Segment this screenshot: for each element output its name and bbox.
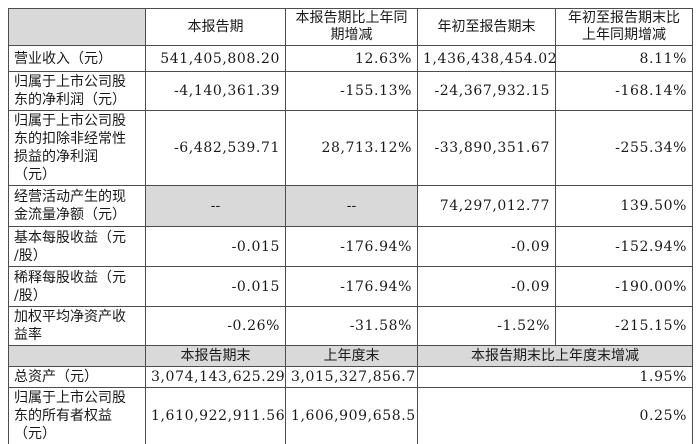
cell-value: -0.26% <box>145 306 286 346</box>
cell-value: -215.15% <box>555 306 693 346</box>
row-label-operating-cash-flow: 经营活动产生的现 金流量净额（元） <box>8 185 146 227</box>
row-owners-equity: 归属于上市公司股 东的所有者权益 （元） 1,610,922,911.56 1,… <box>8 387 693 444</box>
col-header-current-period: 本报告期 <box>145 8 286 46</box>
row-net-profit: 归属于上市公司股 东的净利润（元） -4,140,361.39 -155.13%… <box>8 71 693 111</box>
cell-value: -6,482,539.71 <box>145 110 286 186</box>
cell-value: -31.58% <box>285 306 418 346</box>
row-basic-eps: 基本每股收益（元 /股） -0.015 -176.94% -0.09 -152.… <box>8 226 693 267</box>
cell-value: 541,405,808.20 <box>145 45 286 72</box>
cell-value: 12.63% <box>285 45 418 72</box>
cell-value: -0.015 <box>145 226 286 267</box>
financial-summary-table: 本报告期 本报告期比上年同 期增减 年初至报告期末 年初至报告期末比 上年同期增… <box>8 8 693 444</box>
row-label-total-assets: 总资产（元） <box>8 366 146 388</box>
row-label-owners-equity: 归属于上市公司股 东的所有者权益 （元） <box>8 387 146 444</box>
cell-value: -4,140,361.39 <box>145 71 286 111</box>
row-label-weighted-avg-roe: 加权平均净资产收 益率 <box>8 306 146 346</box>
corner-cell <box>8 8 146 46</box>
cell-value: -152.94% <box>555 226 693 267</box>
cell-value: -0.015 <box>145 266 286 307</box>
cell-value: -24,367,932.15 <box>417 71 556 111</box>
row-diluted-eps: 稀释每股收益（元 /股） -0.015 -176.94% -0.09 -190.… <box>8 266 693 307</box>
cell-value: -1.52% <box>417 306 556 346</box>
cell-value: 74,297,012.77 <box>417 185 556 227</box>
cell-value: 1,606,909,658.57 <box>285 387 418 444</box>
cell-value: -176.94% <box>285 266 418 307</box>
row-label-basic-eps: 基本每股收益（元 /股） <box>8 226 146 267</box>
cell-value: 0.25% <box>417 387 693 444</box>
corner-cell-bottom <box>8 345 146 367</box>
cell-value-not-applicable: -- <box>285 185 418 227</box>
row-label-net-profit-excl-nonrecurring: 归属于上市公司股 东的扣除非经常性 损益的净利润 （元） <box>8 110 146 186</box>
row-label-net-profit: 归属于上市公司股 东的净利润（元） <box>8 71 146 111</box>
cell-value: 139.50% <box>555 185 693 227</box>
col-header-current-period-yoy-change: 本报告期比上年同 期增减 <box>285 8 418 46</box>
cell-value: -168.14% <box>555 71 693 111</box>
cell-value: 28,713.12% <box>285 110 418 186</box>
col-header-end-of-period: 本报告期末 <box>145 345 286 367</box>
header-row-period-end: 本报告期末 上年度末 本报告期末比上年度末增减 <box>8 345 693 367</box>
cell-value: 1,436,438,454.02 <box>417 45 556 72</box>
row-label-diluted-eps: 稀释每股收益（元 /股） <box>8 266 146 307</box>
cell-value: 3,074,143,625.29 <box>145 366 286 388</box>
cell-value: 1.95% <box>417 366 693 388</box>
col-header-change-vs-prior-year-end: 本报告期末比上年度末增减 <box>417 345 693 367</box>
row-operating-revenue: 营业收入（元） 541,405,808.20 12.63% 1,436,438,… <box>8 45 693 72</box>
cell-value: -176.94% <box>285 226 418 267</box>
cell-value: -190.00% <box>555 266 693 307</box>
cell-value: -33,890,351.67 <box>417 110 556 186</box>
header-row-periods: 本报告期 本报告期比上年同 期增减 年初至报告期末 年初至报告期末比 上年同期增… <box>8 8 693 46</box>
col-header-year-to-date: 年初至报告期末 <box>417 8 556 46</box>
cell-value: -155.13% <box>285 71 418 111</box>
col-header-year-to-date-yoy-change: 年初至报告期末比 上年同期增减 <box>555 8 693 46</box>
cell-value: 8.11% <box>555 45 693 72</box>
row-label-operating-revenue: 营业收入（元） <box>8 45 146 72</box>
cell-value: -0.09 <box>417 226 556 267</box>
cell-value-not-applicable: -- <box>145 185 286 227</box>
cell-value: 3,015,327,856.71 <box>285 366 418 388</box>
row-net-profit-excl-nonrecurring: 归属于上市公司股 东的扣除非经常性 损益的净利润 （元） -6,482,539.… <box>8 110 693 186</box>
row-operating-cash-flow: 经营活动产生的现 金流量净额（元） -- -- 74,297,012.77 13… <box>8 185 693 227</box>
col-header-end-of-prior-year: 上年度末 <box>285 345 418 367</box>
cell-value: -255.34% <box>555 110 693 186</box>
cell-value: 1,610,922,911.56 <box>145 387 286 444</box>
row-weighted-avg-roe: 加权平均净资产收 益率 -0.26% -31.58% -1.52% -215.1… <box>8 306 693 346</box>
cell-value: -0.09 <box>417 266 556 307</box>
row-total-assets: 总资产（元） 3,074,143,625.29 3,015,327,856.71… <box>8 366 693 388</box>
